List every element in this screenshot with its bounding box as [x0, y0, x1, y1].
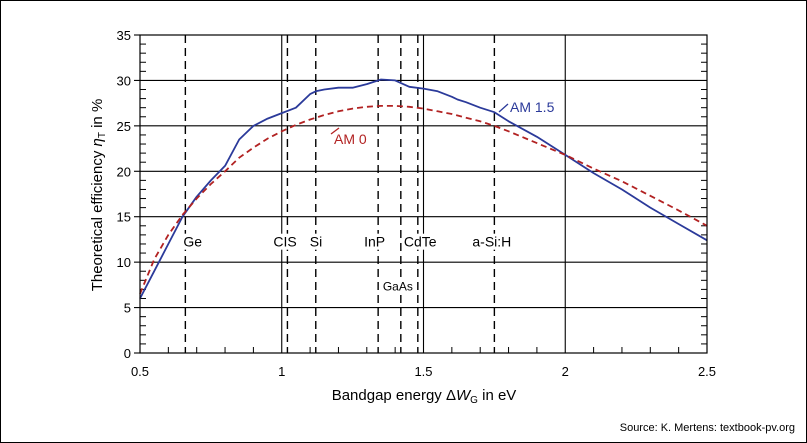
efficiency-curves	[139, 78, 708, 299]
am15-curve	[139, 78, 708, 299]
x-tick-label: 1.5	[414, 364, 432, 379]
material-label-ge: Ge	[183, 234, 202, 250]
y-tick-label: 5	[124, 301, 131, 316]
material-label-bg	[381, 279, 414, 294]
am0-curve	[139, 105, 708, 295]
material-label-cis: CIS	[273, 234, 296, 250]
am15-label-leader	[498, 103, 509, 113]
y-tick-label: 10	[117, 255, 131, 270]
y-tick-label: 20	[117, 164, 131, 179]
am0-label-leader	[330, 127, 340, 135]
source-credit: Source: K. Mertens: textbook-pv.org	[620, 422, 795, 434]
material-label-asih: a-Si:H	[472, 234, 511, 250]
material-label-bg	[402, 233, 438, 250]
bandgap-marker-lines	[184, 35, 496, 353]
material-label-gaas: GaAs	[383, 279, 413, 293]
material-labels: Ge CIS Si InP GaAs CdTe a-Si:H	[182, 233, 513, 294]
material-label-bg	[182, 233, 204, 250]
x-tick-label: 1	[278, 364, 285, 379]
x-tick-label: 2	[562, 364, 569, 379]
minor-tick-marks	[140, 43, 707, 353]
y-tick-label: 0	[124, 346, 131, 361]
x-tick-label: 0.5	[131, 364, 149, 379]
material-label-bg	[308, 233, 324, 250]
material-label-si: Si	[310, 234, 322, 250]
y-axis-title: Theoretical efficiency ηT in %	[89, 99, 108, 292]
am15-series-label: AM 1.5	[510, 99, 555, 115]
x-axis-title: Bandgap energy ΔWG in eV	[332, 387, 517, 406]
material-label-cdte: CdTe	[404, 234, 437, 250]
x-axis-ticks: 0.5 1 1.5 2 2.5	[131, 364, 716, 379]
plot-area-border	[139, 34, 708, 354]
material-label-bg	[272, 233, 298, 250]
y-tick-label: 15	[117, 210, 131, 225]
am0-series-label: AM 0	[334, 131, 367, 147]
material-label-bg	[363, 233, 387, 250]
y-tick-label: 25	[117, 119, 131, 134]
y-tick-label: 30	[117, 73, 131, 88]
material-label-inp: InP	[364, 234, 385, 250]
material-label-bg	[471, 233, 513, 250]
y-tick-label: 35	[117, 28, 131, 43]
horizontal-gridlines	[140, 35, 707, 353]
y-axis-ticks: 0 5 10 15 20 25 30 35	[117, 28, 140, 361]
x-tick-label: 2.5	[698, 364, 716, 379]
